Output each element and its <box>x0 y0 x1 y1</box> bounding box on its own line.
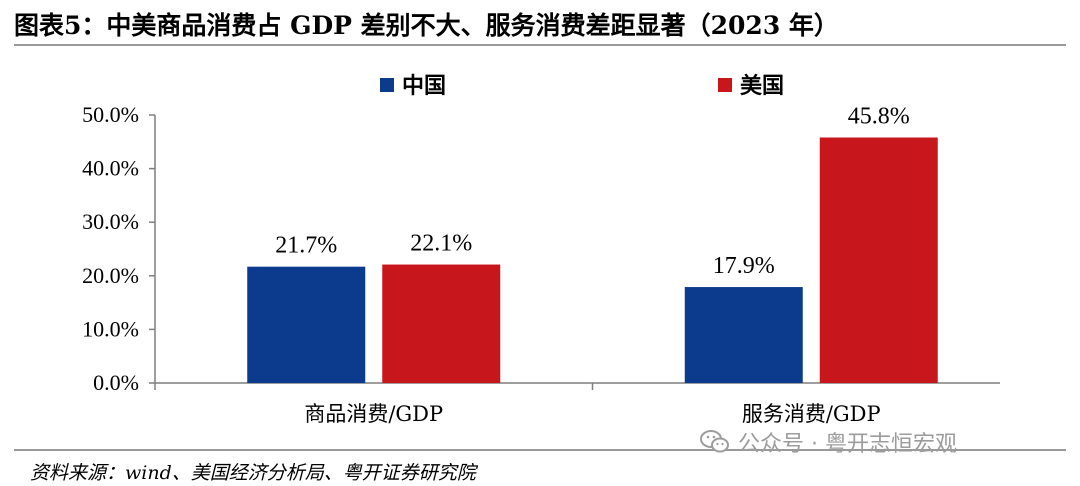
x-category-label: 服务消费/GDP <box>742 402 881 426</box>
title-divider <box>14 44 1066 46</box>
y-tick-label: 10.0% <box>82 316 139 341</box>
watermark: 公众号 · 粤开志恒宏观 <box>700 424 957 460</box>
watermark-text: 公众号 · 粤开志恒宏观 <box>738 432 957 457</box>
bar <box>382 264 501 383</box>
wechat-icon <box>700 430 729 453</box>
data-label: 17.9% <box>713 253 775 279</box>
bar <box>684 287 803 383</box>
bars <box>247 137 938 383</box>
source-note: 资料来源：wind、美国经济分析局、粤开证券研究院 <box>30 462 476 484</box>
data-labels: 21.7% 22.1% 17.9% 45.8% <box>275 104 910 280</box>
legend-swatch <box>380 78 394 92</box>
bar <box>819 137 938 383</box>
y-tick-label: 40.0% <box>82 156 139 181</box>
data-label: 22.1% <box>410 231 472 257</box>
legend-swatch <box>718 78 732 92</box>
legend-label: 中国 <box>402 74 446 99</box>
data-label: 21.7% <box>275 233 337 259</box>
y-axis: 0.0% 10.0% 20.0% 30.0% 40.0% 50.0% <box>82 102 156 395</box>
y-tick-label: 20.0% <box>82 263 139 288</box>
x-axis: 商品消费/GDP 服务消费/GDP <box>154 382 1000 426</box>
bar <box>247 266 366 383</box>
footer-divider <box>14 449 1066 451</box>
x-category-label: 商品消费/GDP <box>304 402 443 426</box>
page-title: 图表5：中美商品消费占 GDP 差别不大、服务消费差距显著（2023 年） <box>14 11 839 40</box>
y-tick-label: 50.0% <box>82 102 139 127</box>
y-tick-label: 0.0% <box>93 370 139 395</box>
y-tick-label: 30.0% <box>82 209 139 234</box>
legend-label: 美国 <box>740 73 784 99</box>
bar-chart: 中国 美国 0.0% 10.0% 20.0% 30.0% 40.0% 50.0% 商品消费/… <box>82 73 1000 426</box>
legend: 中国 美国 <box>380 73 784 99</box>
data-label: 45.8% <box>848 104 910 130</box>
